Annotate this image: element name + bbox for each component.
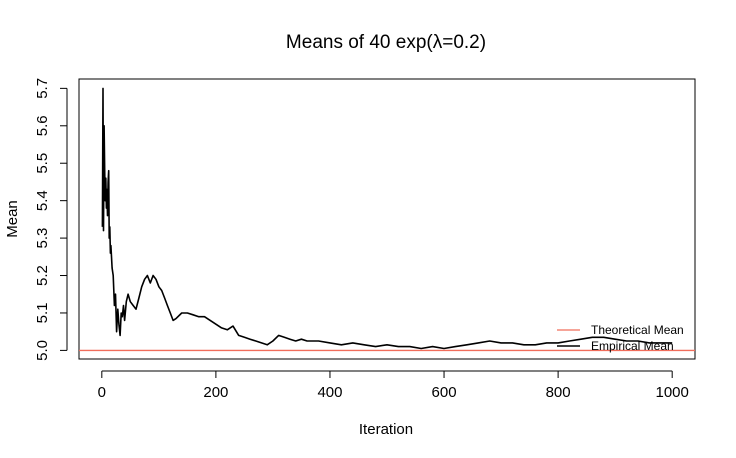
y-tick-label: 5.3 — [34, 228, 51, 249]
y-tick-label: 5.6 — [34, 115, 51, 136]
y-tick-label: 5.0 — [34, 340, 51, 361]
y-tick-label: 5.2 — [34, 265, 51, 286]
x-tick-label: 1000 — [655, 384, 688, 401]
x-tick-label: 800 — [546, 384, 571, 401]
empirical-mean-line — [101, 87, 673, 350]
legend-label: Theoretical Mean — [591, 323, 684, 337]
y-axis-title: Mean — [4, 200, 21, 238]
x-tick-label: 600 — [432, 384, 457, 401]
x-tick-label: 200 — [203, 384, 228, 401]
x-axis-title: Iteration — [359, 421, 413, 438]
legend-label: Empirical Mean — [591, 339, 674, 353]
plot-area: 0 200 400 600 800 1000 5.0 5.1 5.2 5.3 5.4 5.5 5.6 5.… — [34, 78, 696, 401]
y-tick-label: 5.7 — [34, 78, 51, 99]
y-tick-label: 5.4 — [34, 190, 51, 211]
chart-title: Means of 40 exp(λ=0.2) — [286, 32, 486, 53]
plot-frame — [78, 78, 696, 360]
x-tick-label: 0 — [98, 384, 106, 401]
y-tick-label: 5.1 — [34, 303, 51, 324]
x-tick-label: 400 — [317, 384, 342, 401]
legend: Theoretical Mean Empirical Mean — [557, 323, 684, 353]
y-tick-label: 5.5 — [34, 153, 51, 174]
